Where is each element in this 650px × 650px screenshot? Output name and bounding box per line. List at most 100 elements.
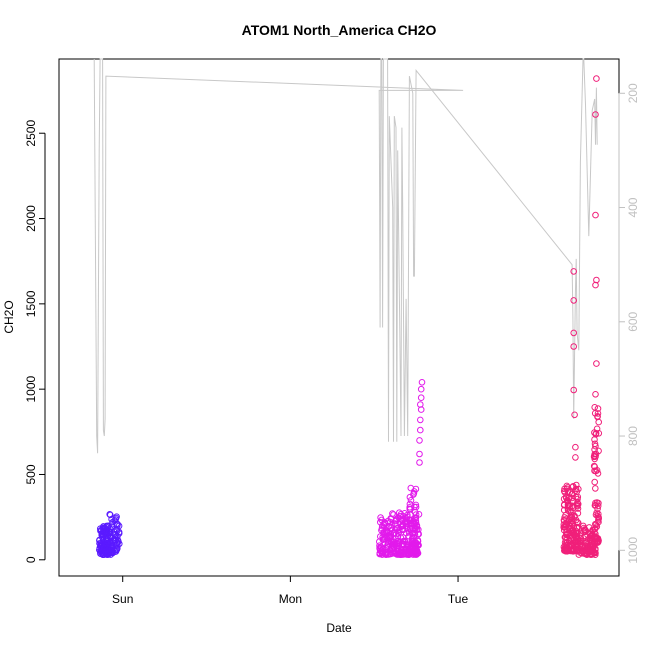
data-point [381, 540, 389, 547]
axes-layer: 0 500 1000 1500 2000 2500 Sun Mon Tue 200 400 600 80… [24, 83, 640, 606]
data-point [574, 519, 582, 527]
data-point [561, 489, 569, 496]
y-tick-label: 1000 [24, 375, 38, 402]
data-point [109, 549, 116, 557]
data-point [406, 524, 414, 532]
data-point [384, 533, 391, 540]
data-point [579, 548, 587, 556]
data-point [566, 526, 573, 534]
y-axis-label: CH2O [2, 300, 16, 333]
data-point [410, 520, 417, 528]
data-point [591, 478, 599, 486]
line-layer [93, 58, 598, 454]
data-point [106, 528, 113, 536]
data-point [563, 544, 570, 552]
data-point [592, 391, 599, 398]
data-point [592, 442, 599, 450]
data-point [571, 411, 578, 419]
data-point [407, 484, 415, 492]
x-tick-label: Tue [448, 592, 469, 606]
data-point [573, 501, 581, 509]
data-point [594, 405, 602, 412]
data-point [570, 329, 578, 337]
data-point [592, 521, 600, 529]
data-point [416, 459, 423, 466]
data-point [580, 538, 587, 545]
data-point [566, 520, 574, 527]
data-point [593, 360, 600, 367]
data-point [570, 535, 577, 542]
data-point [591, 446, 598, 453]
data-point [116, 540, 123, 548]
data-point [586, 545, 593, 552]
data-point [562, 547, 570, 555]
data-point [416, 450, 423, 458]
data-point [406, 500, 414, 508]
data-point [379, 533, 386, 541]
data-point [593, 509, 600, 517]
data-point [594, 513, 602, 520]
data-point [567, 535, 575, 542]
data-point [107, 547, 114, 555]
data-point [592, 525, 599, 532]
y-tick-label: 2500 [24, 120, 38, 147]
data-point [417, 385, 425, 393]
data-point [564, 502, 572, 509]
data-point [572, 454, 579, 461]
data-point [96, 544, 103, 552]
y2-tick-label: 400 [626, 197, 640, 217]
data-point [107, 511, 114, 519]
data-point [592, 499, 599, 507]
data-point [594, 470, 602, 477]
data-point [572, 443, 579, 451]
y2-tick-label: 200 [626, 83, 640, 103]
data-point [403, 529, 410, 537]
data-point [592, 520, 599, 528]
data-point [387, 515, 395, 523]
data-point [394, 551, 402, 558]
data-point [592, 546, 599, 554]
data-point [574, 509, 582, 517]
data-point [592, 501, 599, 509]
data-point [592, 211, 599, 219]
data-point [103, 537, 110, 545]
y-tick-label: 0 [24, 556, 38, 563]
data-point [562, 493, 570, 501]
y-tick-label: 1500 [24, 290, 38, 317]
data-point [564, 497, 571, 505]
data-point [412, 546, 420, 554]
x-axis-label: Date [326, 621, 352, 635]
y2-tick-label: 600 [626, 311, 640, 331]
data-point [573, 530, 580, 537]
data-point [408, 516, 416, 524]
data-point [590, 452, 598, 460]
data-point [410, 491, 417, 498]
data-point [394, 524, 401, 532]
data-point [405, 516, 413, 523]
data-point [593, 75, 600, 82]
x-tick-label: Sun [112, 592, 133, 606]
data-point [574, 523, 581, 531]
data-point [378, 525, 386, 532]
data-point [396, 509, 403, 517]
data-point [113, 520, 120, 528]
data-point [568, 508, 575, 516]
data-point [391, 529, 398, 537]
y2-tick-label: 1000 [626, 537, 640, 564]
data-point [396, 519, 404, 526]
data-point [563, 526, 570, 534]
points-layer [96, 75, 603, 559]
data-point [408, 526, 415, 534]
data-point [570, 343, 578, 350]
data-point [377, 547, 384, 555]
data-point [594, 535, 602, 542]
data-point [380, 521, 388, 529]
data-point [595, 430, 603, 437]
data-point [595, 418, 603, 426]
data-point [115, 530, 123, 537]
data-point [417, 426, 424, 434]
data-point [592, 281, 599, 289]
data-point [593, 425, 601, 433]
data-point [376, 550, 384, 558]
